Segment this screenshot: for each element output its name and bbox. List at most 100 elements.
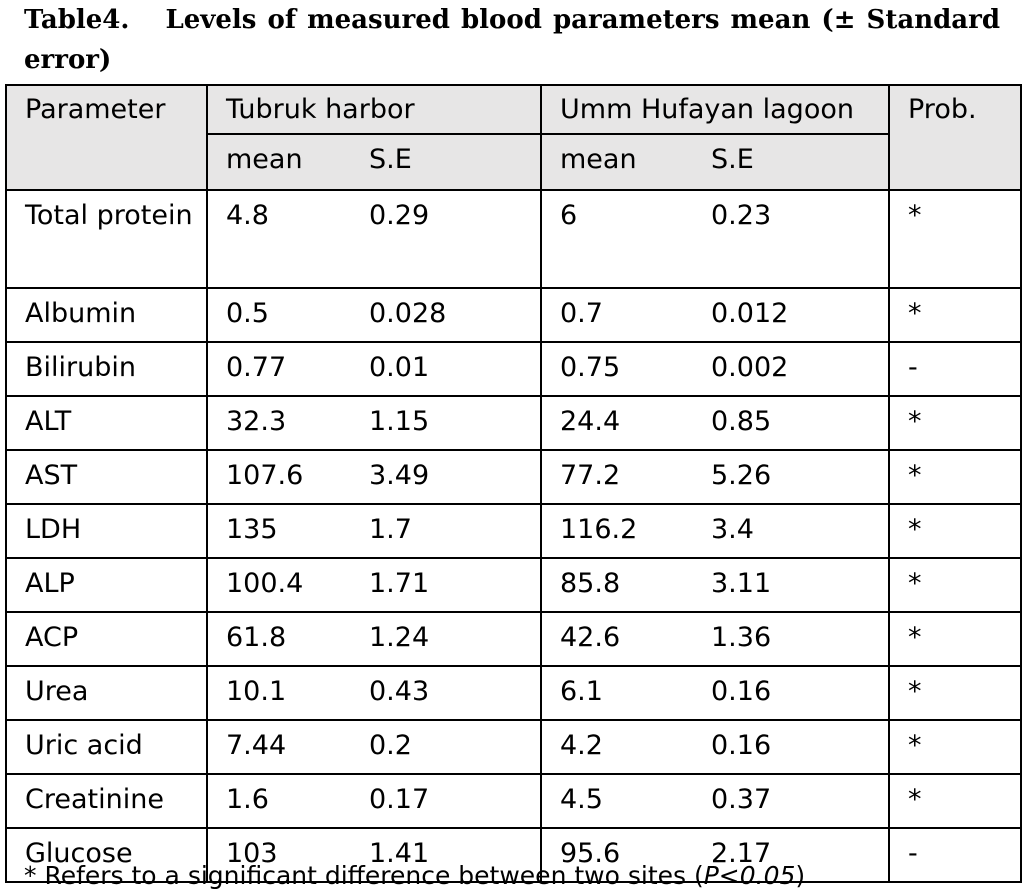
cell-tubruk-se: 0.17: [369, 773, 542, 829]
table-row: Albumin 0.5 0.028 0.7 0.012 *: [5, 287, 1022, 343]
cell-umm-mean: 4.2: [540, 719, 711, 775]
header-row-1: Parameter Tubruk harbor Umm Hufayan lago…: [5, 84, 1022, 191]
table-title: Table4. Levels of measured blood paramete…: [24, 0, 1000, 80]
cell-umm-mean: 24.4: [540, 395, 711, 451]
cell-umm-se: 0.012: [711, 287, 890, 343]
header-tubruk-se: S.E: [369, 133, 542, 191]
footnote-close: ): [795, 861, 806, 890]
cell-prob: -: [888, 341, 1022, 397]
cell-parameter: Glucose: [5, 827, 208, 883]
header-row-2: mean S.E mean S.E: [6, 133, 1021, 191]
cell-umm-mean: 0.7: [540, 287, 711, 343]
cell-umm-se: 0.16: [711, 719, 890, 775]
table-footnote: * Refers to a significant difference bet…: [24, 858, 805, 894]
cell-tubruk-se: 0.01: [369, 341, 542, 397]
cell-parameter: Albumin: [5, 287, 208, 343]
table-row: AST 107.6 3.49 77.2 5.26 *: [5, 449, 1022, 505]
cell-tubruk-se: 0.2: [369, 719, 542, 775]
cell-tubruk-mean: 10.1: [206, 665, 369, 721]
footnote-p-value: P<0.05: [703, 861, 796, 890]
cell-umm-se: 0.002: [711, 341, 890, 397]
cell-umm-se: 2.17: [711, 827, 890, 883]
table-number: Table4.: [24, 5, 130, 35]
table-row: Total protein 4.8 0.29 6 0.23 *: [5, 189, 1022, 289]
header-parameter: Parameter: [5, 84, 208, 191]
cell-prob: *: [888, 189, 1022, 289]
cell-prob: -: [888, 827, 1022, 883]
cell-prob: *: [888, 773, 1022, 829]
blood-parameters-table: Parameter Tubruk harbor Umm Hufayan lago…: [5, 84, 1022, 883]
cell-prob: *: [888, 395, 1022, 451]
cell-parameter: LDH: [5, 503, 208, 559]
cell-tubruk-mean: 32.3: [206, 395, 369, 451]
header-tubruk-mean: mean: [206, 133, 369, 191]
cell-tubruk-se: 1.41: [369, 827, 542, 883]
cell-tubruk-se: 0.43: [369, 665, 542, 721]
cell-umm-mean: 116.2: [540, 503, 711, 559]
footnote-text: * Refers to a significant difference bet…: [24, 861, 704, 890]
cell-umm-mean: 95.6: [540, 827, 711, 883]
cell-prob: *: [888, 665, 1022, 721]
cell-umm-se: 0.23: [711, 189, 890, 289]
cell-parameter: ACP: [5, 611, 208, 667]
table-row: Urea 10.1 0.43 6.1 0.16 *: [5, 665, 1022, 721]
cell-tubruk-se: 1.71: [369, 557, 542, 613]
cell-tubruk-mean: 61.8: [206, 611, 369, 667]
table-row: ALT 32.3 1.15 24.4 0.85 *: [5, 395, 1022, 451]
cell-prob: *: [888, 611, 1022, 667]
cell-parameter: Urea: [5, 665, 208, 721]
cell-tubruk-se: 3.49: [369, 449, 542, 505]
cell-umm-mean: 0.75: [540, 341, 711, 397]
table-body: Parameter Tubruk harbor Umm Hufayan lago…: [5, 84, 1022, 883]
cell-umm-se: 1.36: [711, 611, 890, 667]
header-umm-mean: mean: [540, 133, 711, 191]
cell-tubruk-mean: 7.44: [206, 719, 369, 775]
cell-prob: *: [888, 287, 1022, 343]
cell-umm-mean: 6.1: [540, 665, 711, 721]
table-row: Bilirubin 0.77 0.01 0.75 0.002-: [5, 341, 1022, 397]
cell-parameter: Bilirubin: [5, 341, 208, 397]
table-caption: Levels of measured blood parameters mean…: [24, 5, 1000, 75]
cell-prob: *: [888, 719, 1022, 775]
cell-tubruk-se: 1.7: [369, 503, 542, 559]
cell-tubruk-mean: 0.77: [206, 341, 369, 397]
cell-parameter: ALP: [5, 557, 208, 613]
table-row: ACP 61.8 1.24 42.6 1.36 *: [5, 611, 1022, 667]
cell-umm-mean: 85.8: [540, 557, 711, 613]
cell-parameter: ALT: [5, 395, 208, 451]
cell-umm-mean: 6: [540, 189, 711, 289]
table-row: Uric acid 7.44 0.2 4.2 0.16 *: [5, 719, 1022, 775]
cell-parameter: Creatinine: [5, 773, 208, 829]
cell-tubruk-mean: 135: [206, 503, 369, 559]
header-umm-se: S.E: [711, 133, 890, 191]
cell-umm-mean: 77.2: [540, 449, 711, 505]
header-site-tubruk: Tubruk harbor: [206, 84, 542, 135]
cell-umm-se: 0.16: [711, 665, 890, 721]
cell-umm-se: 5.26: [711, 449, 890, 505]
cell-parameter: AST: [5, 449, 208, 505]
cell-umm-se: 3.4: [711, 503, 890, 559]
cell-prob: *: [888, 503, 1022, 559]
table-row: LDH 135 1.7 116.2 3.4 *: [5, 503, 1022, 559]
cell-parameter: Uric acid: [5, 719, 208, 775]
cell-tubruk-se: 0.028: [369, 287, 542, 343]
cell-tubruk-se: 1.15: [369, 395, 542, 451]
cell-parameter: Total protein: [5, 189, 208, 289]
cell-tubruk-mean: 103: [206, 827, 369, 883]
table-row: Glucose 103 1.41 95.6 2.17-: [5, 827, 1022, 883]
table-row: ALP 100.4 1.71 85.8 3.11 *: [5, 557, 1022, 613]
table-row: Creatinine 1.6 0.17 4.5 0.37 *: [5, 773, 1022, 829]
cell-umm-se: 0.85: [711, 395, 890, 451]
cell-tubruk-se: 0.29: [369, 189, 542, 289]
cell-umm-mean: 4.5: [540, 773, 711, 829]
cell-umm-mean: 42.6: [540, 611, 711, 667]
cell-tubruk-mean: 107.6: [206, 449, 369, 505]
header-site-umm-hufayan: Umm Hufayan lagoon: [540, 84, 890, 135]
cell-umm-se: 3.11: [711, 557, 890, 613]
cell-tubruk-mean: 0.5: [206, 287, 369, 343]
cell-tubruk-mean: 100.4: [206, 557, 369, 613]
cell-tubruk-se: 1.24: [369, 611, 542, 667]
cell-prob: *: [888, 557, 1022, 613]
cell-tubruk-mean: 4.8: [206, 189, 369, 289]
cell-tubruk-mean: 1.6: [206, 773, 369, 829]
